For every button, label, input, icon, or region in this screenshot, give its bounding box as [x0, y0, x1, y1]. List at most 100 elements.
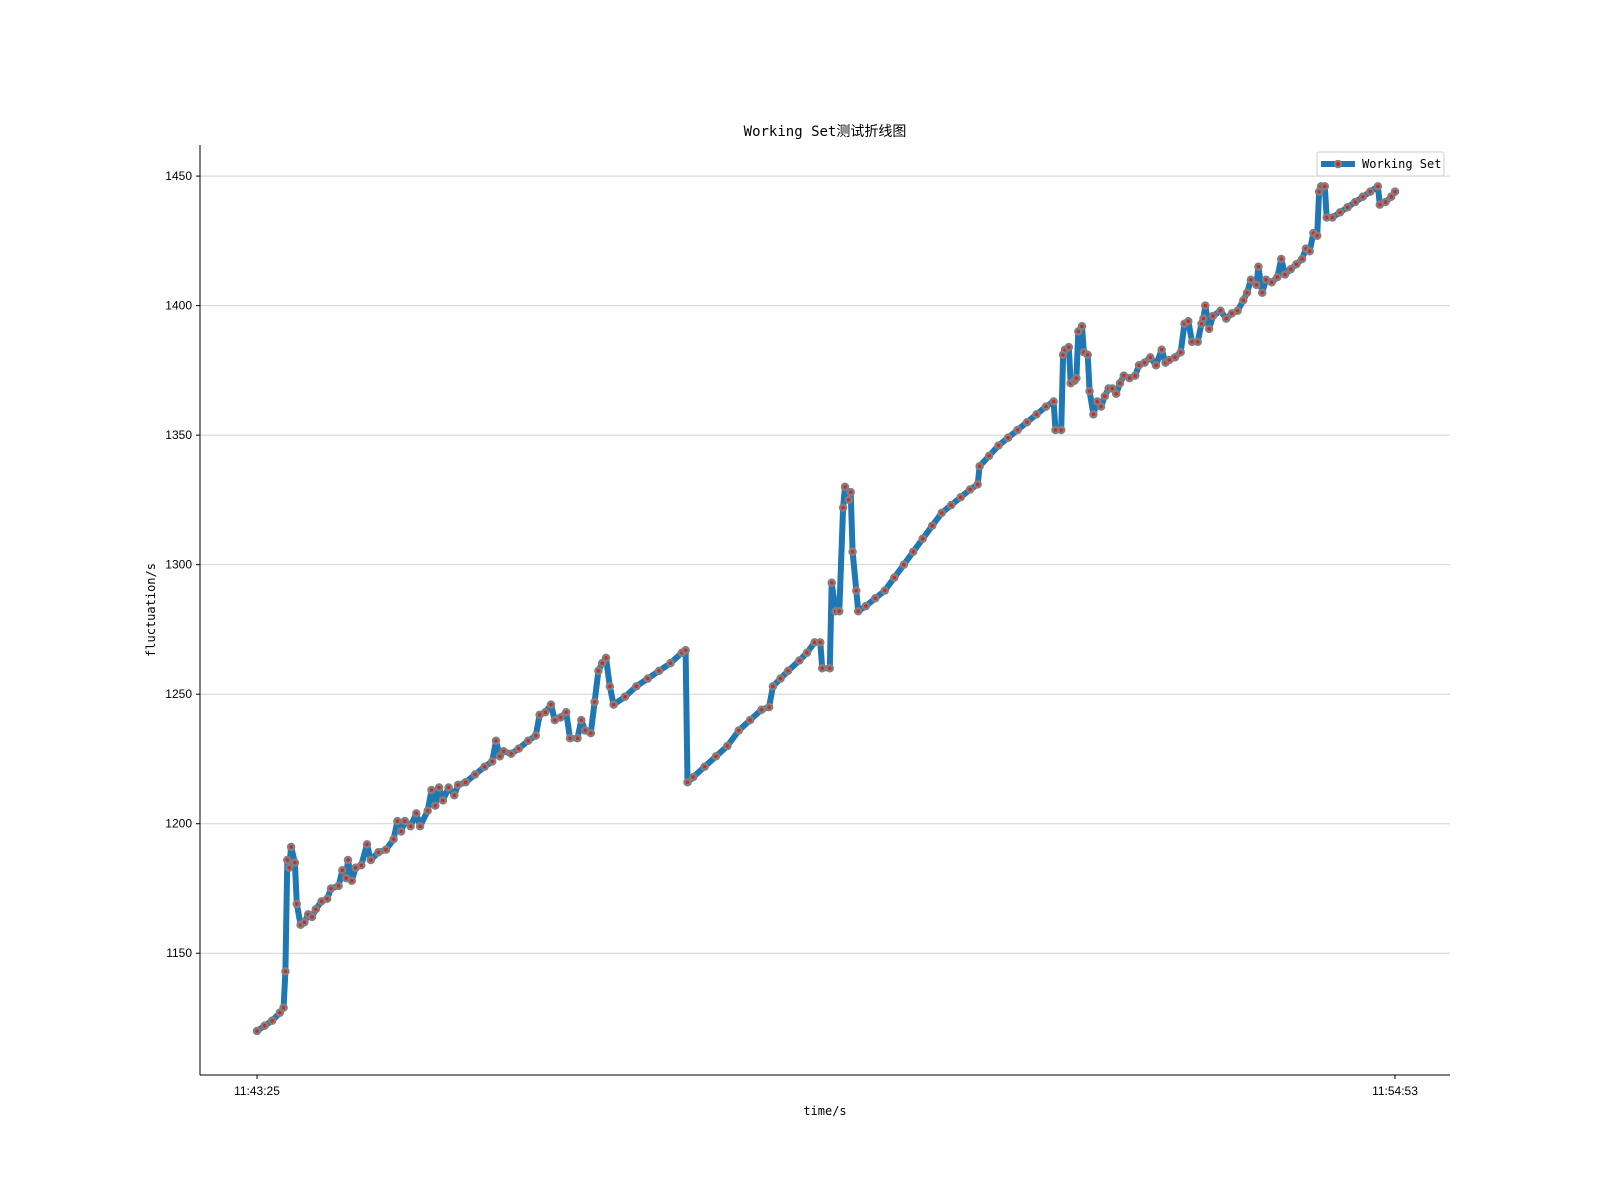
- data-point-89: [768, 682, 778, 691]
- data-point-43: [450, 790, 459, 800]
- data-point-207: [1386, 192, 1396, 202]
- data-point-64: [577, 715, 586, 725]
- data-point-96: [817, 664, 827, 673]
- data-point-137: [1072, 373, 1081, 383]
- data-point-104: [846, 487, 855, 497]
- data-point-80: [683, 778, 692, 787]
- data-point-125: [1013, 425, 1022, 435]
- data-point-103: [844, 495, 854, 505]
- data-point-10: [292, 899, 302, 909]
- data-point-82: [700, 762, 709, 771]
- data-point-62: [565, 733, 575, 743]
- data-point-29: [381, 845, 391, 854]
- data-point-15: [311, 904, 321, 914]
- data-point-111: [890, 573, 899, 582]
- data-point-128: [1041, 402, 1051, 411]
- data-point-100: [835, 607, 844, 616]
- data-point-45: [461, 778, 470, 787]
- data-point-138: [1074, 327, 1083, 336]
- data-point-114: [918, 534, 927, 544]
- data-point-90: [776, 674, 785, 683]
- data-point-49: [491, 736, 501, 746]
- data-point-92: [795, 656, 804, 665]
- data-point-120: [973, 480, 982, 489]
- data-point-66: [586, 728, 596, 738]
- data-point-19: [334, 881, 343, 891]
- data-point-124: [1003, 433, 1013, 442]
- data-point-7: [284, 863, 294, 873]
- data-point-47: [480, 762, 489, 771]
- data-point-169: [1201, 301, 1210, 310]
- data-point-81: [688, 772, 698, 782]
- data-point-44: [453, 780, 463, 790]
- data-point-158: [1157, 345, 1166, 354]
- data-point-26: [362, 840, 372, 849]
- legend: Working Set: [1316, 151, 1445, 177]
- data-point-176: [1239, 296, 1248, 305]
- data-point-32: [396, 827, 406, 836]
- data-point-178: [1246, 275, 1256, 284]
- data-point-4: [279, 1003, 288, 1012]
- data-point-48: [487, 757, 497, 766]
- data-point-177: [1242, 288, 1252, 297]
- data-point-71: [605, 682, 615, 691]
- x-tick-label-1: 11:54:53: [1372, 1084, 1418, 1098]
- data-point-109: [871, 594, 880, 603]
- data-point-202: [1358, 192, 1368, 202]
- y-tick-label-1400: 1400: [165, 299, 192, 313]
- data-point-54: [523, 736, 533, 746]
- data-point-85: [734, 726, 744, 735]
- data-point-149: [1111, 389, 1121, 398]
- data-point-9: [290, 858, 300, 867]
- data-point-143: [1089, 410, 1098, 419]
- axes: [199, 145, 1450, 1076]
- y-axis-label: fluctuation/s: [144, 563, 158, 657]
- y-tick-label-1450: 1450: [165, 169, 192, 183]
- data-point-3: [275, 1008, 285, 1018]
- data-point-86: [745, 715, 755, 725]
- data-point-87: [757, 705, 766, 714]
- data-point-189: [1297, 254, 1307, 264]
- data-point-30: [389, 835, 398, 844]
- data-point-188: [1292, 259, 1301, 269]
- data-point-18: [326, 884, 336, 893]
- data-point-203: [1366, 187, 1375, 196]
- data-point-5: [281, 967, 290, 976]
- data-point-39: [431, 801, 440, 810]
- data-point-55: [531, 731, 541, 740]
- y-tick-label-1150: 1150: [166, 946, 192, 960]
- data-point-198: [1328, 213, 1337, 222]
- data-point-46: [470, 770, 480, 779]
- data-point-38: [427, 785, 436, 795]
- chart-title: Working Set测试折线图: [744, 124, 907, 140]
- legend-box: [1316, 151, 1445, 177]
- series-layer: [252, 182, 1400, 1036]
- y-tick-label-1300: 1300: [165, 558, 192, 572]
- data-point-183: [1267, 278, 1276, 287]
- data-point-153: [1130, 371, 1140, 380]
- data-point-69: [597, 658, 607, 668]
- data-point-141: [1083, 350, 1092, 360]
- data-point-8: [286, 842, 296, 852]
- data-point-148: [1108, 384, 1117, 393]
- data-point-74: [632, 682, 641, 691]
- x-tick-label-0: 11:43:25: [234, 1084, 280, 1098]
- data-point-12: [300, 917, 309, 927]
- data-point-115: [927, 521, 937, 531]
- data-point-175: [1233, 306, 1242, 316]
- data-point-117: [946, 500, 956, 510]
- data-point-31: [393, 816, 402, 826]
- data-point-139: [1077, 322, 1087, 331]
- data-point-67: [590, 697, 599, 707]
- data-point-35: [412, 809, 421, 818]
- data-point-134: [1064, 342, 1074, 352]
- data-point-127: [1032, 410, 1041, 419]
- data-point-106: [852, 586, 861, 595]
- y-tick-label-1250: 1250: [165, 687, 192, 701]
- data-point-196: [1320, 182, 1330, 191]
- data-point-118: [956, 493, 965, 502]
- data-point-51: [499, 746, 508, 756]
- data-point-112: [899, 560, 909, 569]
- data-point-41: [438, 796, 448, 805]
- data-point-17: [322, 894, 332, 904]
